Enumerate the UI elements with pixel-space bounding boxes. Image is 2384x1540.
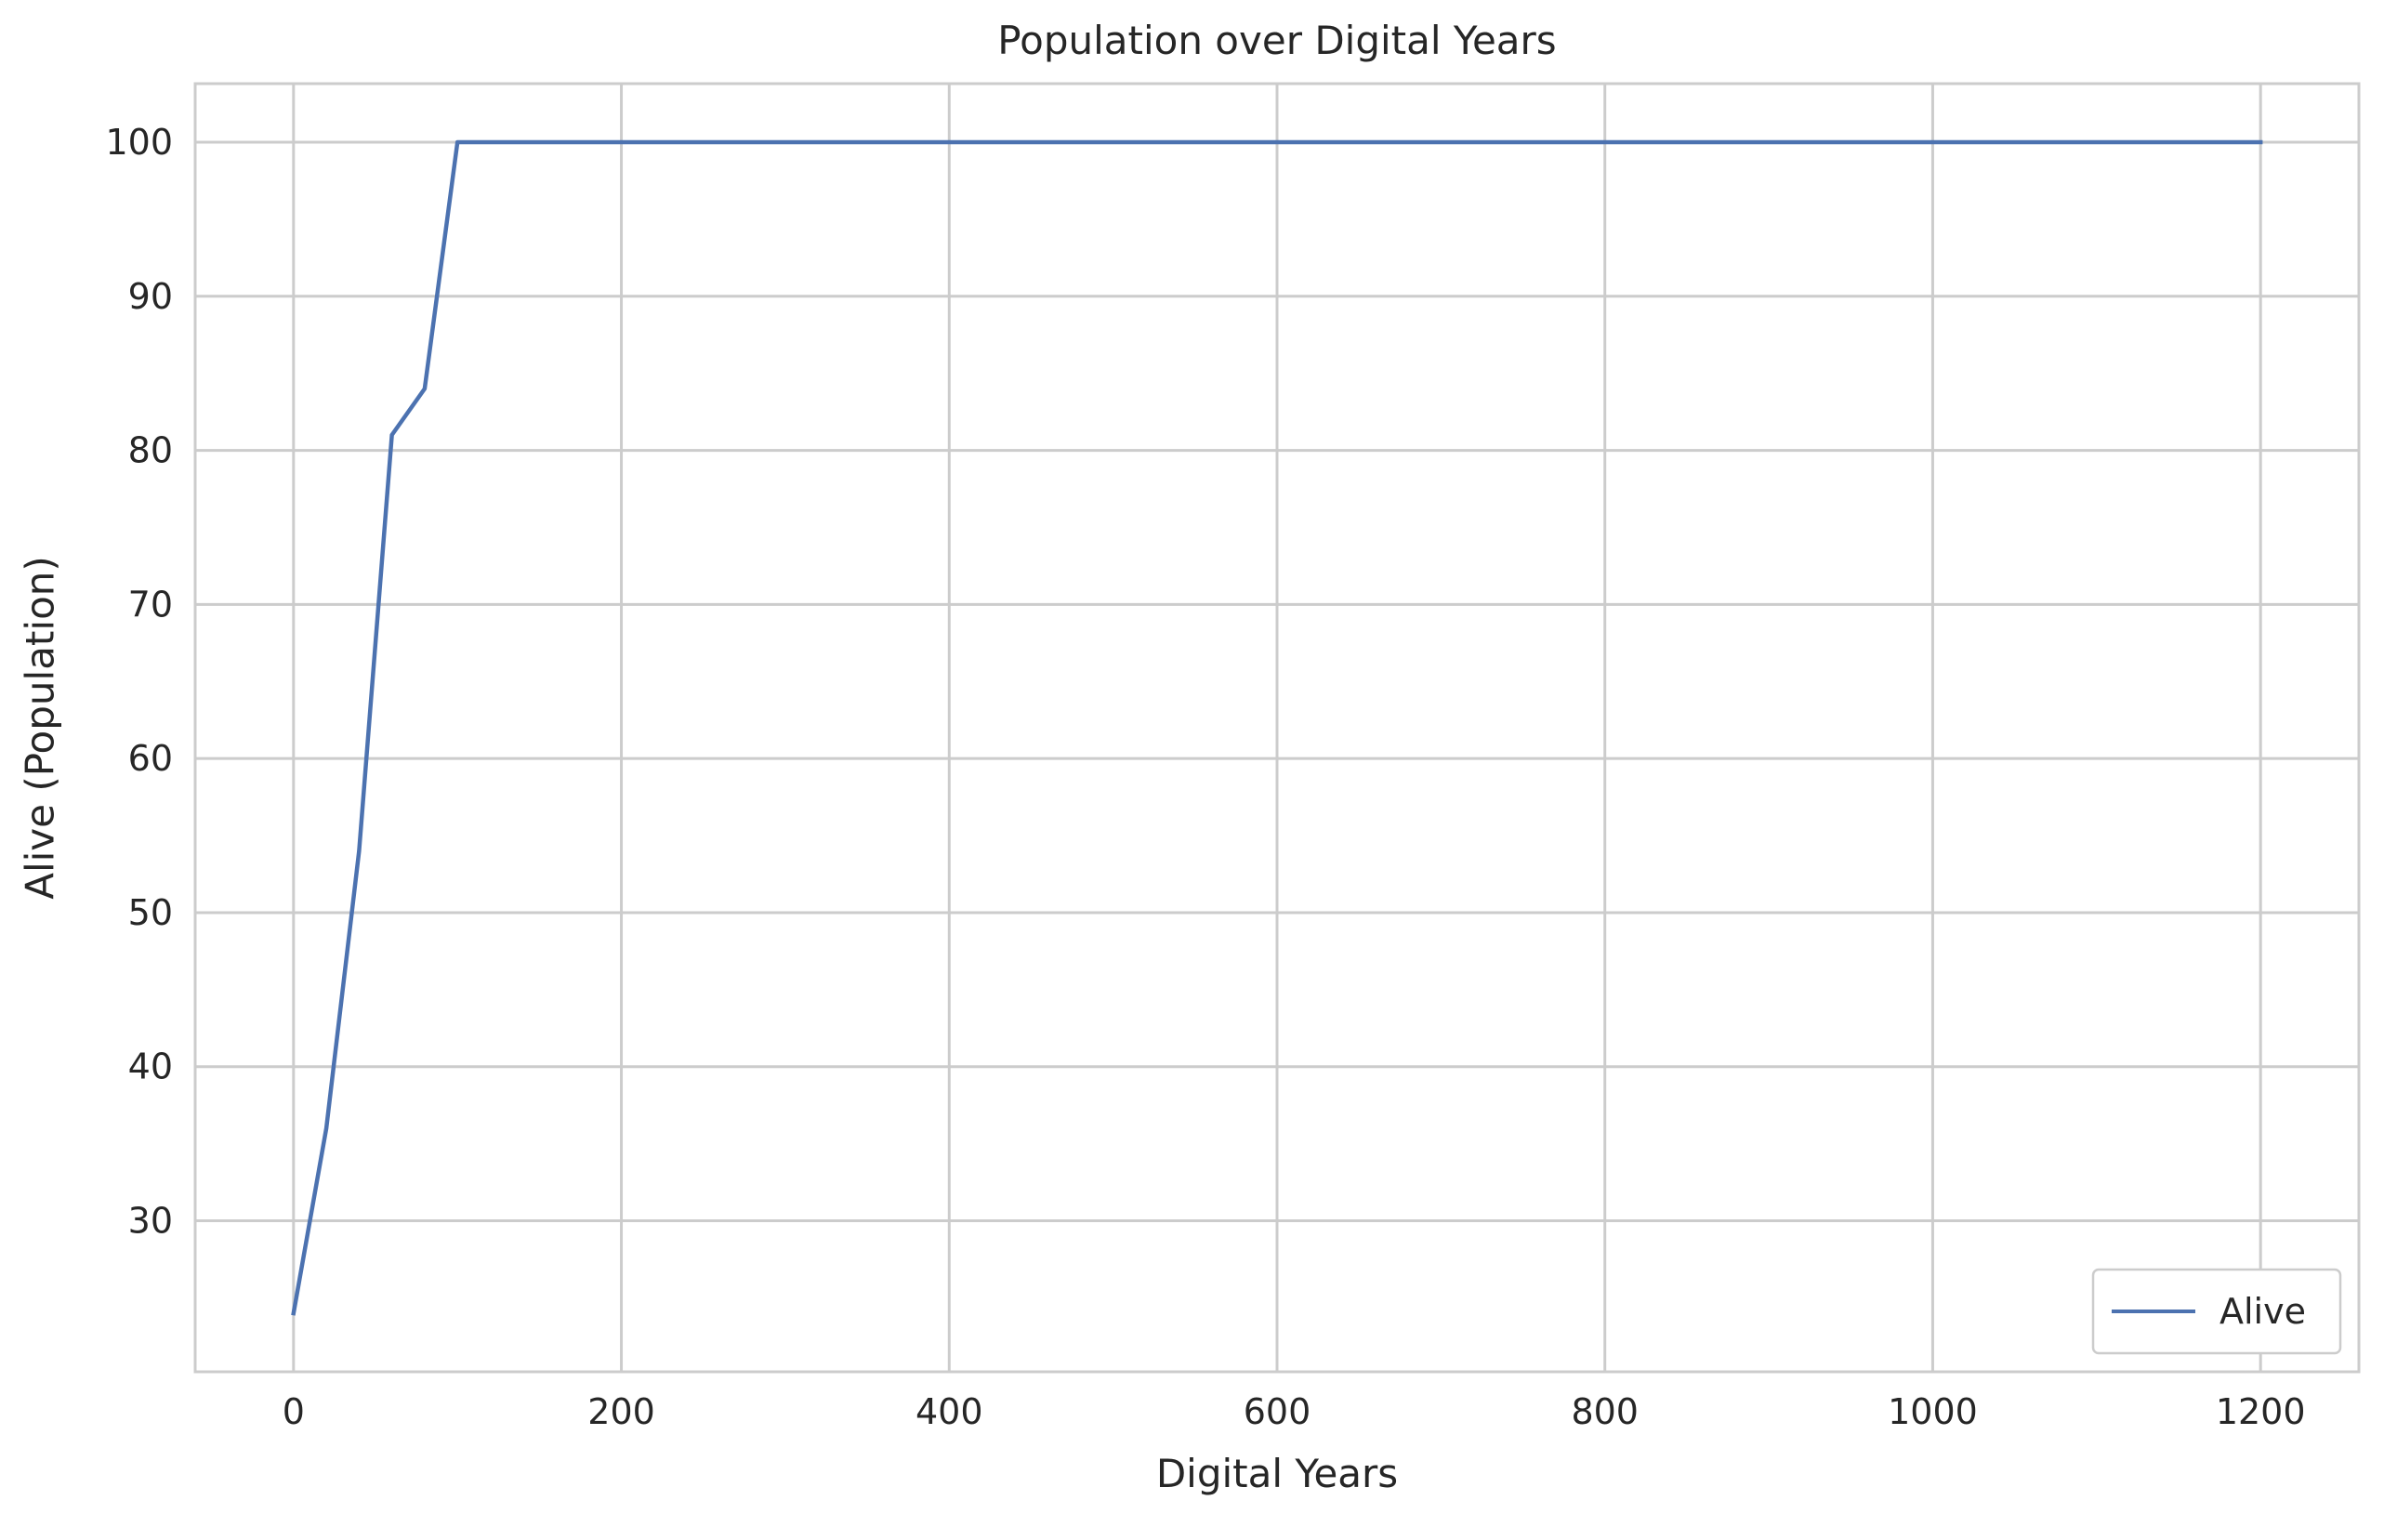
y-axis-label: Alive (Population): [18, 556, 63, 900]
data-point: [455, 140, 459, 144]
data-point: [488, 140, 492, 144]
y-tick-label: 60: [128, 738, 173, 779]
x-tick-label: 800: [1571, 1391, 1639, 1432]
data-point: [620, 140, 624, 144]
data-point: [586, 140, 590, 144]
data-point: [390, 433, 394, 437]
data-point: [324, 1126, 328, 1130]
y-tick-label: 100: [105, 122, 173, 163]
data-point: [1439, 140, 1442, 144]
legend-box: [2091, 1268, 2342, 1355]
x-tick-label: 1000: [1888, 1391, 1978, 1432]
y-tick-label: 30: [128, 1201, 173, 1242]
data-point: [1603, 140, 1607, 144]
series-layer: [291, 139, 2263, 1316]
data-point: [521, 140, 525, 144]
series-line-alive: [291, 139, 2263, 1316]
x-axis-label: Digital Years: [1156, 1451, 1398, 1496]
y-tick-label: 40: [128, 1046, 173, 1087]
data-point: [554, 140, 558, 144]
x-tick-label: 400: [915, 1391, 983, 1432]
data-point: [947, 140, 951, 144]
data-point: [1767, 140, 1771, 144]
data-point: [292, 1311, 296, 1315]
data-point: [1930, 140, 1934, 144]
y-tick-label: 80: [128, 430, 173, 471]
plot-frame: [193, 82, 2361, 1374]
x-tick-label: 200: [587, 1391, 655, 1432]
y-tick-label: 70: [128, 584, 173, 625]
x-tick-label: 0: [283, 1391, 305, 1432]
legend: Alive: [2091, 1268, 2342, 1355]
x-axis-ticks: 0 200 400 600 800 1000 1200: [283, 1391, 2306, 1432]
data-point: [357, 849, 361, 853]
x-tick-label: 600: [1244, 1391, 1311, 1432]
y-tick-label: 50: [128, 892, 173, 933]
data-point: [2095, 140, 2099, 144]
legend-label-alive: Alive: [2219, 1291, 2306, 1332]
data-point: [1112, 140, 1115, 144]
data-point: [1275, 140, 1279, 144]
data-point: [2259, 140, 2262, 144]
y-tick-label: 90: [128, 276, 173, 317]
y-axis-ticks: 30 40 50 60 70 80 90 100: [105, 122, 173, 1242]
x-tick-label: 1200: [2216, 1391, 2306, 1432]
chart-title: Population over Digital Years: [997, 18, 1556, 63]
data-point: [423, 387, 427, 390]
data-point: [784, 140, 787, 144]
